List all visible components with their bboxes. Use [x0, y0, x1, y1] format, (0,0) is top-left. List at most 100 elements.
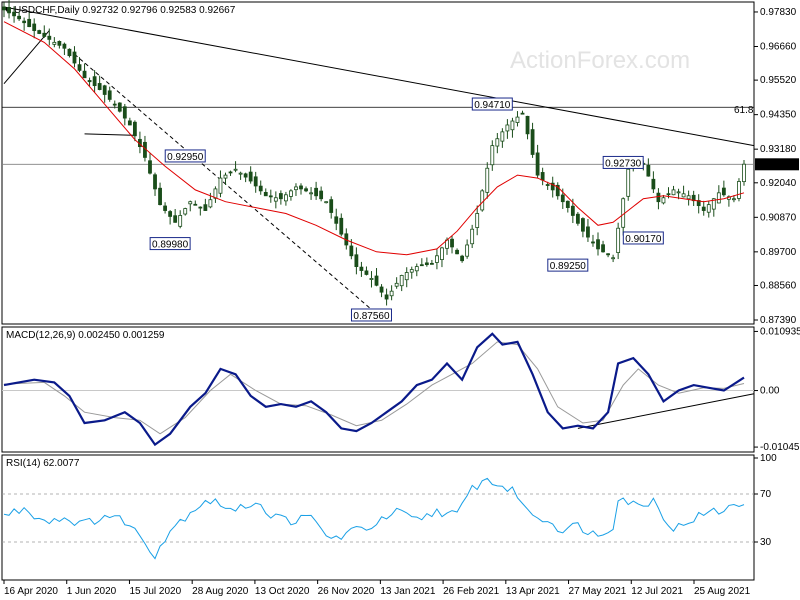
candle-body — [17, 15, 22, 20]
candle-body — [72, 51, 77, 64]
candle-body — [27, 18, 32, 28]
candle-body — [163, 205, 167, 211]
candle-body — [550, 182, 555, 191]
candle-body — [107, 90, 112, 100]
date-axis-label: 13 Jan 2021 — [380, 586, 435, 597]
macd-panel-frame — [1, 326, 755, 453]
candle-body — [112, 103, 117, 106]
candle-body — [273, 197, 278, 202]
price-annotation-label: 0.90170 — [625, 234, 662, 245]
candle-body — [475, 213, 480, 228]
candle-body — [122, 106, 127, 119]
candle-body — [314, 187, 319, 197]
fib-label: 61.8 — [734, 105, 754, 116]
candle-body — [329, 199, 334, 213]
price-axis-label: 0.92040 — [760, 178, 797, 189]
candle-body — [520, 112, 525, 115]
macd-axis-label: -0.010459 — [760, 442, 800, 453]
candle-body — [389, 290, 394, 297]
candle-body — [148, 160, 152, 174]
date-axis-label: 26 Feb 2021 — [443, 586, 500, 597]
candle-body — [429, 262, 434, 265]
candle-body — [515, 116, 520, 123]
candle-body — [626, 168, 631, 197]
price-axis-label: 0.93180 — [760, 144, 797, 155]
candle-body — [127, 120, 132, 126]
candle-body — [676, 191, 681, 194]
date-axis-label: 12 Jul 2021 — [631, 586, 683, 597]
channel-line — [3, 30, 50, 84]
candle-body — [294, 186, 298, 191]
candle-body — [178, 215, 183, 227]
candle-body — [173, 215, 178, 223]
candle-body — [218, 177, 223, 194]
candle-body — [132, 121, 137, 137]
watermark: ActionForex.com — [510, 47, 690, 74]
candle-body — [545, 184, 550, 186]
date-axis-label: 26 Nov 2020 — [318, 586, 375, 597]
candle-body — [465, 244, 470, 257]
price-axis-label: 0.90870 — [760, 212, 797, 223]
candle-body — [324, 201, 329, 204]
candle-body — [666, 193, 671, 196]
candle-body — [117, 102, 122, 112]
macd-axis-label: 0.010935 — [760, 326, 800, 337]
candle-body — [570, 205, 575, 216]
candle-body — [7, 7, 11, 14]
candle-body — [223, 174, 228, 179]
candle-body — [2, 6, 6, 11]
price-annotation-box — [622, 231, 664, 245]
candle-body — [379, 286, 384, 293]
candle-body — [399, 275, 404, 287]
candle-body — [480, 190, 485, 211]
date-axis-label: 16 Apr 2020 — [4, 586, 58, 597]
candle-body — [611, 257, 616, 260]
macd-trendline — [577, 393, 755, 429]
candle-body — [158, 187, 162, 206]
candle-body — [369, 277, 374, 280]
candle-body — [535, 152, 540, 176]
candle-body — [87, 80, 92, 83]
candle-body — [490, 145, 495, 166]
candle-body — [414, 266, 419, 272]
candle-body — [721, 187, 726, 196]
rsi-axis-label: 70 — [760, 489, 772, 500]
candle-body — [737, 181, 741, 199]
candle-body — [651, 178, 656, 190]
candle-body — [57, 41, 62, 46]
date-axis-label: 25 Aug 2021 — [694, 586, 751, 597]
candle-body — [334, 216, 339, 224]
price-axis-label: 0.88560 — [760, 280, 797, 291]
candle-body — [32, 23, 37, 31]
candle-body — [742, 163, 746, 183]
candle-body — [304, 188, 308, 192]
candle-body — [616, 227, 621, 253]
date-axis-label: 28 Aug 2020 — [192, 586, 249, 597]
candle-body — [268, 195, 273, 198]
candle-body — [208, 199, 213, 208]
price-annotation-box — [471, 97, 513, 111]
candle-body — [12, 11, 16, 17]
price-annotation-label: 0.87560 — [353, 311, 390, 322]
candle-body — [394, 282, 399, 287]
candle-body — [52, 41, 57, 45]
price-panel-frame — [1, 1, 755, 325]
candle-body — [424, 262, 429, 266]
candle-body — [581, 218, 585, 232]
candle-body — [384, 294, 389, 300]
candle-body — [263, 192, 268, 197]
candle-body — [706, 204, 711, 213]
price-annotation-box — [547, 258, 589, 272]
candle-body — [238, 172, 243, 175]
candle-body — [510, 120, 515, 131]
price-annotation-label: 0.89980 — [152, 240, 189, 251]
candle-body — [102, 85, 107, 95]
candle-body — [716, 192, 721, 204]
candle-body — [671, 189, 676, 196]
candle-body — [732, 198, 736, 201]
candle-body — [555, 184, 560, 197]
candle-body — [82, 70, 87, 79]
price-annotation-box — [164, 149, 206, 163]
candle-body — [500, 131, 505, 142]
